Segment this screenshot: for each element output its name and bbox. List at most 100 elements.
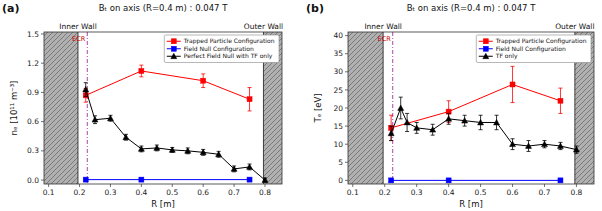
data-point: [200, 149, 206, 154]
y-tick-label: 15: [333, 122, 343, 131]
wall-line: [383, 32, 384, 184]
data-point: [154, 145, 160, 150]
error-bar: [124, 134, 128, 140]
title: Bₜ on axis (R=0.4 m) : 0.047 T: [407, 3, 537, 13]
data-point: [404, 119, 410, 124]
legend-swatch: [483, 39, 488, 44]
x-tick: [576, 184, 577, 187]
x-tick-label: 0.4: [443, 188, 455, 197]
data-point: [231, 166, 237, 171]
error-bar: [232, 166, 236, 172]
error-bar: [389, 126, 393, 140]
error-bar: [389, 115, 393, 140]
y-tick: [41, 150, 44, 151]
error-bar: [405, 113, 409, 131]
series-line: [86, 71, 250, 99]
error-bar: [527, 141, 531, 152]
y-tick-label: 30: [333, 67, 343, 76]
error-bar: [495, 115, 499, 129]
plot-frame: [44, 32, 282, 184]
y-tick-label: 1.5: [27, 30, 39, 39]
x-tick-label: 0.5: [475, 188, 487, 197]
y-tick-label: 0.0: [27, 176, 39, 185]
error-bar: [511, 139, 515, 150]
data-point: [573, 147, 579, 152]
error-bar: [574, 146, 578, 153]
error-bar: [84, 83, 88, 97]
title: Bₜ on axis (R=0.4 m) : 0.047 T: [99, 3, 229, 13]
data-point: [478, 119, 484, 124]
series-line: [391, 84, 560, 127]
y-tick-label: 0.9: [27, 88, 39, 97]
x-tick: [203, 184, 204, 187]
error-bar: [511, 66, 515, 102]
y-tick: [41, 33, 44, 34]
panel-label: (b): [306, 2, 324, 15]
x-axis-label: R [m]: [459, 199, 483, 209]
data-point: [83, 86, 89, 91]
legend-box: [476, 35, 591, 63]
data-point: [526, 143, 532, 148]
y-tick: [345, 108, 348, 109]
legend-label: TF only: [495, 52, 518, 60]
y-tick-label: 1.2: [27, 59, 39, 68]
error-bar: [186, 148, 190, 154]
y-tick: [345, 35, 348, 36]
error-bar: [447, 113, 451, 124]
data-point: [389, 178, 394, 183]
error-bar: [542, 141, 546, 148]
y-tick: [345, 126, 348, 127]
panel: 0.10.20.30.40.50.60.70.80.00.30.60.91.21…: [2, 2, 283, 209]
series: [389, 178, 563, 183]
panel: 0.10.20.30.40.50.60.70.80510152025303540…: [306, 2, 595, 209]
x-tick-label: 0.6: [507, 188, 519, 197]
figure: 0.10.20.30.40.50.60.70.80.00.30.60.91.21…: [0, 0, 602, 211]
y-tick-label: 0: [338, 176, 343, 185]
legend-swatch: [171, 46, 176, 51]
legend: Trapped Particle ConfigurationField Null…: [476, 35, 591, 63]
y-tick: [345, 71, 348, 72]
x-tick-label: 0.3: [411, 188, 423, 197]
y-tick-label: 25: [333, 86, 343, 95]
error-bar: [447, 101, 451, 123]
data-point: [139, 177, 144, 182]
x-tick: [512, 184, 513, 187]
error-bar: [201, 74, 205, 88]
wall-line: [78, 32, 79, 184]
x-tick: [416, 184, 417, 187]
y-tick-label: 10: [333, 140, 343, 149]
data-point: [107, 115, 113, 120]
error-bar: [558, 88, 562, 113]
legend-box: [164, 35, 279, 63]
legend: Trapped Particle ConfigurationField Null…: [164, 35, 279, 63]
x-tick-label: 0.8: [570, 188, 582, 197]
data-point: [414, 125, 420, 130]
y-tick-label: 0.3: [27, 146, 39, 155]
error-bar: [170, 147, 174, 152]
wall-label: Outer Wall: [555, 22, 594, 31]
ecr-label: ECR: [378, 35, 392, 43]
error-bar: [431, 124, 435, 135]
data-point: [216, 151, 222, 156]
data-point: [398, 105, 404, 110]
series: [389, 66, 563, 140]
legend-swatch: [483, 53, 489, 58]
error-bar: [558, 142, 562, 149]
data-point: [185, 148, 191, 153]
x-tick: [544, 184, 545, 187]
error-bar: [415, 122, 419, 133]
x-tick: [110, 184, 111, 187]
data-point: [139, 68, 144, 73]
x-tick: [79, 184, 80, 187]
legend-label: Perfect Field Null with TF only: [184, 52, 273, 60]
panel-label: (a): [2, 2, 19, 15]
legend-swatch: [171, 53, 177, 58]
y-tick: [41, 180, 44, 181]
y-tick: [345, 89, 348, 90]
error-bar: [201, 149, 205, 155]
page-root: 0.10.20.30.40.50.60.70.80.00.30.60.91.21…: [0, 0, 602, 211]
x-tick-label: 0.7: [539, 188, 551, 197]
data-point: [247, 177, 252, 182]
ecr-line: [392, 32, 393, 184]
data-point: [138, 146, 144, 151]
